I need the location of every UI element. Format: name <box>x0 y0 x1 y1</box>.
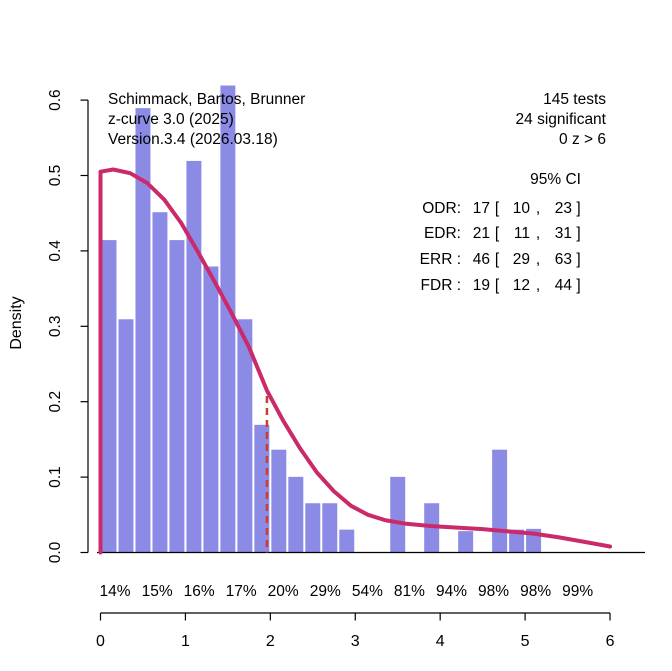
ci-bracket-close: ] <box>576 225 580 242</box>
y-tick-label: 0.3 <box>47 316 64 338</box>
ci-bracket-open: [ <box>495 251 500 268</box>
histogram-bar <box>389 475 407 554</box>
histogram-bar <box>287 475 305 554</box>
stat-significant: 24 significant <box>516 111 607 128</box>
ci-row-err: ERR : 46 [ 29 , 63 ] <box>420 251 581 268</box>
power-percent-label: 54% <box>352 583 383 600</box>
ci-estimate: 21 <box>473 225 490 242</box>
power-percent-label: 98% <box>520 583 551 600</box>
title-annotation: Schimmack, Bartos, Brunner z-curve 3.0 (… <box>108 91 305 148</box>
y-tick-label: 0.5 <box>47 165 64 187</box>
ci-row-odr: ODR: 17 [ 10 , 23 ] <box>422 200 580 217</box>
ci-bracket-close: ] <box>576 251 580 268</box>
ci-header: 95% CI <box>530 171 581 188</box>
power-percent-label: 29% <box>310 583 341 600</box>
y-tick-label: 0.4 <box>47 240 64 262</box>
power-percent-label: 81% <box>394 583 425 600</box>
title-line-version: z-curve 3.0 (2025) <box>108 111 234 128</box>
ci-label: FDR : <box>421 277 461 294</box>
ci-separator: , <box>536 225 540 242</box>
test-stats-annotation: 145 tests 24 significant 0 z > 6 <box>516 91 607 148</box>
histogram-bar <box>117 318 135 554</box>
ci-bracket-open: [ <box>495 200 500 217</box>
power-percent-label: 17% <box>226 583 257 600</box>
ci-label: ERR : <box>420 251 461 268</box>
histogram-bar <box>304 502 322 553</box>
ci-bracket-close: ] <box>576 277 580 294</box>
y-tick-label: 0.1 <box>47 466 64 488</box>
power-percent-label: 14% <box>99 583 130 600</box>
ci-lower: 29 <box>513 251 530 268</box>
power-percent-label: 15% <box>142 583 173 600</box>
power-percent-label: 99% <box>562 583 593 600</box>
ci-upper: 31 <box>555 225 572 242</box>
ci-table: 95% CI ODR: 17 [ 10 , 23 ] EDR: 21 [ 11 … <box>420 171 581 294</box>
power-percent-label: 20% <box>268 583 299 600</box>
ci-lower: 10 <box>513 200 531 217</box>
y-tick-label: 0.0 <box>47 541 64 563</box>
title-line-authors: Schimmack, Bartos, Brunner <box>108 91 305 108</box>
histogram-bar <box>491 448 509 553</box>
ci-upper: 63 <box>555 251 572 268</box>
ci-separator: , <box>536 200 540 217</box>
x-tick-label: 1 <box>181 633 190 650</box>
x-tick-label: 2 <box>266 633 275 650</box>
ci-row-edr: EDR: 21 [ 11 , 31 ] <box>424 225 581 242</box>
ci-lower: 11 <box>514 225 530 242</box>
ci-separator: , <box>536 277 540 294</box>
ci-label: EDR: <box>424 225 461 242</box>
y-tick-label: 0.2 <box>47 391 64 413</box>
ci-upper: 44 <box>555 277 573 294</box>
histogram-bar <box>151 211 169 554</box>
stat-tests: 145 tests <box>543 91 606 108</box>
histogram-bar <box>168 239 186 553</box>
x-tick-label: 4 <box>436 633 445 650</box>
ci-upper: 23 <box>555 200 572 217</box>
histogram-bar <box>338 528 356 553</box>
power-percent-label: 16% <box>184 583 215 600</box>
density-curve <box>98 167 612 555</box>
title-line-build: Version.3.4 (2026.03.18) <box>108 131 278 148</box>
power-percent-label: 94% <box>436 583 467 600</box>
ci-lower: 12 <box>513 277 530 294</box>
histogram-bar <box>202 265 220 553</box>
ci-bracket-open: [ <box>495 277 500 294</box>
y-axis-title: Density <box>8 296 25 349</box>
power-percent-label: 98% <box>478 583 509 600</box>
ci-label: ODR: <box>422 200 461 217</box>
histogram-bar <box>270 448 288 553</box>
ci-row-fdr: FDR : 19 [ 12 , 44 ] <box>421 277 581 294</box>
y-tick-label: 0.6 <box>47 89 64 111</box>
x-tick-label: 6 <box>606 633 615 650</box>
x-tick-label: 0 <box>96 633 105 650</box>
ci-estimate: 46 <box>473 251 490 268</box>
stat-z-gt-6: 0 z > 6 <box>559 131 606 148</box>
histogram-bar <box>134 107 152 553</box>
ci-estimate: 19 <box>473 277 490 294</box>
histogram-bar <box>457 530 475 553</box>
x-tick-label: 5 <box>521 633 530 650</box>
ci-bracket-close: ] <box>576 200 580 217</box>
ci-separator: , <box>536 251 540 268</box>
ci-estimate: 17 <box>473 200 490 217</box>
histogram-bar <box>100 239 118 553</box>
x-tick-label: 3 <box>351 633 360 650</box>
ci-bracket-open: [ <box>495 225 500 242</box>
histogram-bar <box>185 159 203 553</box>
histogram-bar <box>321 502 339 553</box>
